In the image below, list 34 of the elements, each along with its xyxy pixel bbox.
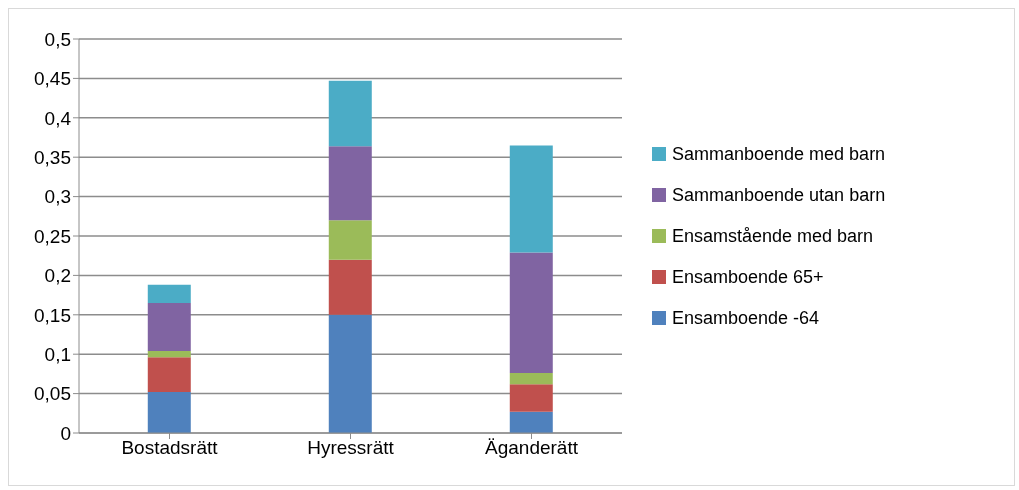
y-tick-label: 0,05 <box>34 383 71 405</box>
legend-label: Ensamboende 65+ <box>672 266 824 288</box>
bar <box>509 373 553 385</box>
y-tick-label: 0,1 <box>44 343 71 365</box>
y-tick-label: 0,25 <box>34 225 71 247</box>
legend-label: Ensamboende -64 <box>672 307 820 329</box>
y-tick-label: 0,2 <box>44 265 71 287</box>
bar <box>147 357 191 393</box>
y-tick-label: 0,45 <box>34 68 71 90</box>
y-tick-label: 0,15 <box>34 304 71 326</box>
bar <box>509 252 553 374</box>
legend-label: Ensamstående med barn <box>672 225 874 247</box>
y-tick-label: 0,3 <box>44 186 71 208</box>
y-tick-label: 0,5 <box>44 28 71 50</box>
bar <box>509 145 553 253</box>
bar <box>328 80 372 147</box>
bar <box>328 220 372 260</box>
legend-label: Sammanboende med barn <box>672 143 886 165</box>
x-tick-label: Hyressrätt <box>307 437 395 459</box>
y-tick-label: 0,4 <box>44 107 72 129</box>
bar <box>147 392 191 433</box>
bar <box>328 259 372 315</box>
bar <box>147 351 191 358</box>
x-tick-label: Äganderätt <box>485 437 579 459</box>
legend-label: Sammanboende utan barn <box>672 184 886 206</box>
y-tick-label: 0 <box>60 422 71 444</box>
x-tick-label: Bostadsrätt <box>121 437 219 459</box>
bar <box>328 314 372 433</box>
y-tick-label: 0,35 <box>34 146 71 168</box>
bar <box>147 284 191 303</box>
bar <box>509 411 553 433</box>
bar <box>147 302 191 352</box>
bar <box>509 384 553 412</box>
bar <box>328 146 372 221</box>
